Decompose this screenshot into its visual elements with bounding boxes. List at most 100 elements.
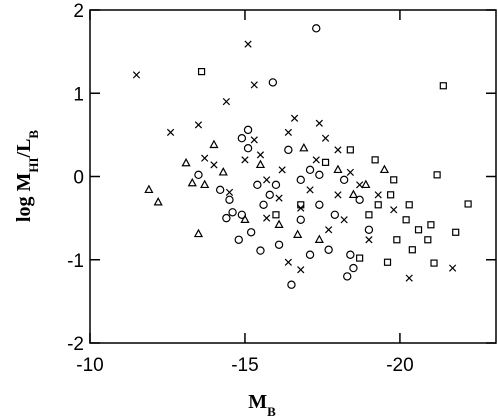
label-part: /L [13,139,35,159]
label-part: B [26,130,41,139]
point [325,226,333,234]
point [244,40,252,48]
point [225,195,234,205]
point [243,143,253,153]
point [278,166,286,174]
point [355,195,364,205]
point [241,156,249,164]
point [187,177,197,187]
point [346,146,354,154]
point [144,184,154,194]
point [312,156,320,164]
point [284,128,292,137]
point [250,136,258,144]
point [297,201,305,209]
point [237,210,247,219]
x-tick-label: -20 [386,355,413,376]
point [390,206,398,214]
point [324,245,333,254]
y-tick-label: 1 [73,84,84,105]
x-tick-label: -10 [76,355,103,376]
point [349,263,358,273]
point [340,216,348,224]
y-tick-label: 2 [73,1,84,22]
point [256,151,265,159]
x-tick-label: -15 [231,355,258,376]
point [305,250,315,259]
point [201,154,209,162]
point [321,134,330,142]
point [166,128,175,137]
point [250,81,258,89]
point [234,235,243,244]
point [346,250,355,259]
point [361,179,371,189]
point [348,189,359,199]
point [132,71,141,79]
point [343,272,352,281]
point [464,200,472,208]
point [452,228,460,236]
point [315,170,324,180]
plot-frame [89,9,497,344]
point [296,215,305,224]
point [365,211,373,219]
point [365,236,373,244]
point [333,164,343,174]
point [293,229,303,238]
point [296,175,305,185]
point [414,226,423,234]
point [393,236,401,244]
point [433,171,441,179]
point [330,210,340,219]
point [255,159,266,169]
label-part: log M [13,173,35,223]
y-tick-label: 0 [73,168,84,189]
point [305,165,315,175]
point [387,191,395,199]
label-part: HI [26,157,41,172]
x-axis-label: MB [248,391,276,416]
point [339,175,349,185]
point [268,78,278,87]
point [194,121,203,129]
point [263,214,271,222]
point [356,181,364,189]
point [274,219,284,228]
point [210,161,218,169]
label-part: B [267,404,276,416]
point [263,176,271,184]
point [290,114,299,122]
point [287,280,296,289]
point [315,200,324,210]
point [222,213,231,223]
point [364,225,374,234]
point [390,176,398,184]
point [334,191,342,199]
point [379,164,390,174]
point [271,180,281,190]
point [334,146,342,154]
point [427,221,435,229]
y-axis-label: log MHI/LB [13,130,41,223]
point [181,157,191,167]
y-tick-label: -1 [67,251,84,272]
point [253,180,262,190]
point [153,197,163,206]
point [374,191,382,199]
point [374,201,382,209]
point [222,97,230,106]
point [314,234,324,243]
point [284,258,292,266]
point [272,211,280,219]
point [256,246,265,255]
point [194,170,203,180]
point [306,186,314,194]
point [225,188,234,196]
point [312,24,321,33]
point [424,236,432,244]
point [321,158,330,166]
y-tick-label: -2 [67,334,84,355]
point [200,179,210,189]
